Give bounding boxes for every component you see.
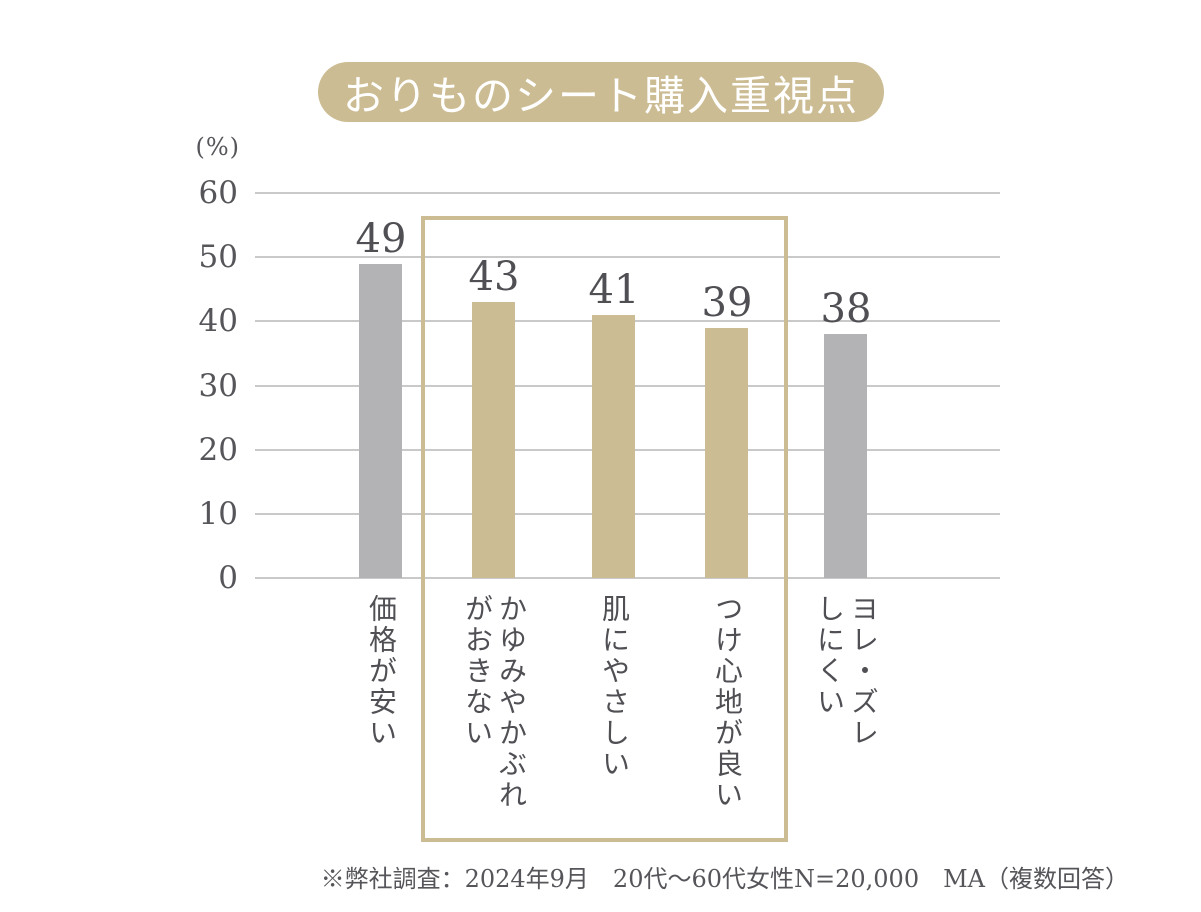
category-label: つけ心地が良い [711, 594, 744, 811]
category-label: 価格が安い [365, 594, 398, 749]
highlight-box [421, 216, 788, 842]
bar [705, 328, 748, 578]
y-axis-unit-label: (%) [195, 133, 240, 161]
bar-value-label: 49 [355, 216, 407, 262]
y-axis-tick-label: 10 [198, 495, 238, 532]
y-axis-tick-label: 60 [198, 175, 238, 211]
bar [359, 264, 402, 578]
gridline [255, 577, 1000, 579]
bar-value-label: 39 [701, 280, 753, 326]
bar [824, 334, 867, 578]
bar-value-label: 41 [588, 267, 640, 313]
category-label: ヨレ・ズレ しにくい [813, 594, 880, 749]
y-axis-tick-label: 50 [198, 239, 238, 276]
survey-footnote: ※弊社調査：2024年9月 20代～60代女性N=20,000 MA（複数回答） [320, 865, 1129, 893]
gridline [255, 256, 1000, 259]
bar [592, 315, 635, 578]
y-axis-tick-label: 40 [198, 303, 238, 340]
category-label: 肌にやさしい [598, 594, 631, 780]
chart-title-pill: おりものシート購入重視点 [318, 62, 884, 122]
y-axis-tick-label: 20 [198, 431, 238, 468]
bar-value-label: 38 [820, 286, 872, 332]
gridline [255, 192, 1000, 194]
chart-title: おりものシート購入重視点 [343, 72, 859, 120]
y-axis-tick-label: 0 [218, 560, 238, 596]
category-label: かゆみやかぶれ がおきない [461, 594, 528, 811]
y-axis-tick-label: 30 [198, 367, 238, 404]
bar [472, 302, 515, 578]
bar-value-label: 43 [468, 254, 520, 300]
